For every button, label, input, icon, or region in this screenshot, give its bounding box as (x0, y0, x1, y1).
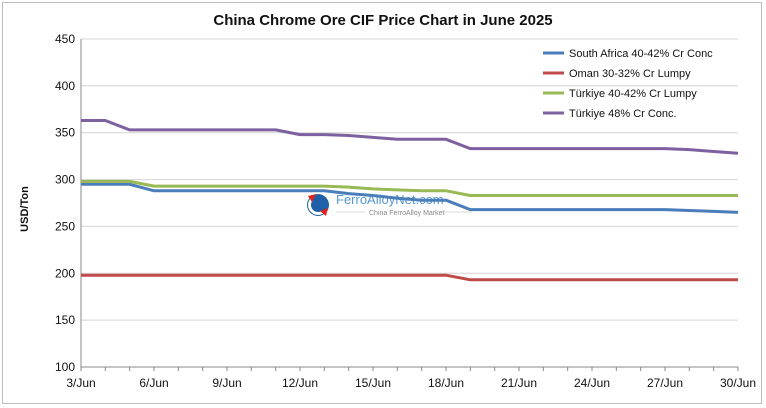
x-tick-label: 6/Jun (139, 376, 168, 390)
x-tick-label: 27/Jun (647, 376, 683, 390)
series-layer (81, 119, 739, 282)
x-tick-label: 24/Jun (574, 376, 610, 390)
chart-frame: China Chrome Ore CIF Price Chart in June… (2, 2, 762, 404)
y-tick-label: 350 (55, 126, 75, 140)
series-line-2 (81, 179, 738, 197)
legend-label-0: South Africa 40-42% Cr Conc (569, 48, 713, 60)
watermark: FerroAlloyNet.com China FerroAlloy Marke… (307, 192, 472, 217)
y-tick-label: 450 (55, 32, 75, 46)
x-tick-label: 21/Jun (501, 376, 537, 390)
legend: South Africa 40-42% Cr Conc Oman 30-32% C… (543, 48, 713, 120)
chart-title: China Chrome Ore CIF Price Chart in June… (213, 12, 552, 29)
series-line-0 (81, 182, 739, 214)
y-tick-label: 250 (55, 219, 75, 233)
series-line-3 (81, 119, 739, 155)
watermark-logo-icon (307, 194, 329, 216)
series-line-1 (81, 273, 738, 282)
legend-label-1: Oman 30-32% Cr Lumpy (569, 68, 691, 80)
legend-label-2: Türkiye 40-42% Cr Lumpy (569, 88, 697, 100)
x-tick-label: 15/Jun (355, 376, 391, 390)
x-tick-label: 18/Jun (428, 376, 464, 390)
y-tick-label: 100 (55, 360, 75, 374)
x-tick-label: 30/Jun (720, 376, 756, 390)
y-tick-label: 300 (55, 173, 75, 187)
y-tick-label: 150 (55, 313, 75, 327)
axis-layer: 100 150 200 250 300 350 400 450 3/Jun 6/Jun 9/Jun 1… (55, 32, 756, 390)
y-tick-label: 400 (55, 79, 75, 93)
watermark-subtitle: China FerroAlloy Market (369, 210, 445, 217)
y-tick-label: 200 (55, 266, 75, 280)
grid-layer (81, 38, 738, 321)
x-tick-label: 12/Jun (282, 376, 318, 390)
x-tick-label: 3/Jun (66, 376, 95, 390)
x-tick-label: 9/Jun (212, 376, 241, 390)
y-axis-label: USD/Ton (19, 186, 31, 232)
legend-label-3: Türkiye 48% Cr Conc. (569, 108, 677, 120)
chart-svg: China Chrome Ore CIF Price Chart in June… (19, 12, 756, 390)
